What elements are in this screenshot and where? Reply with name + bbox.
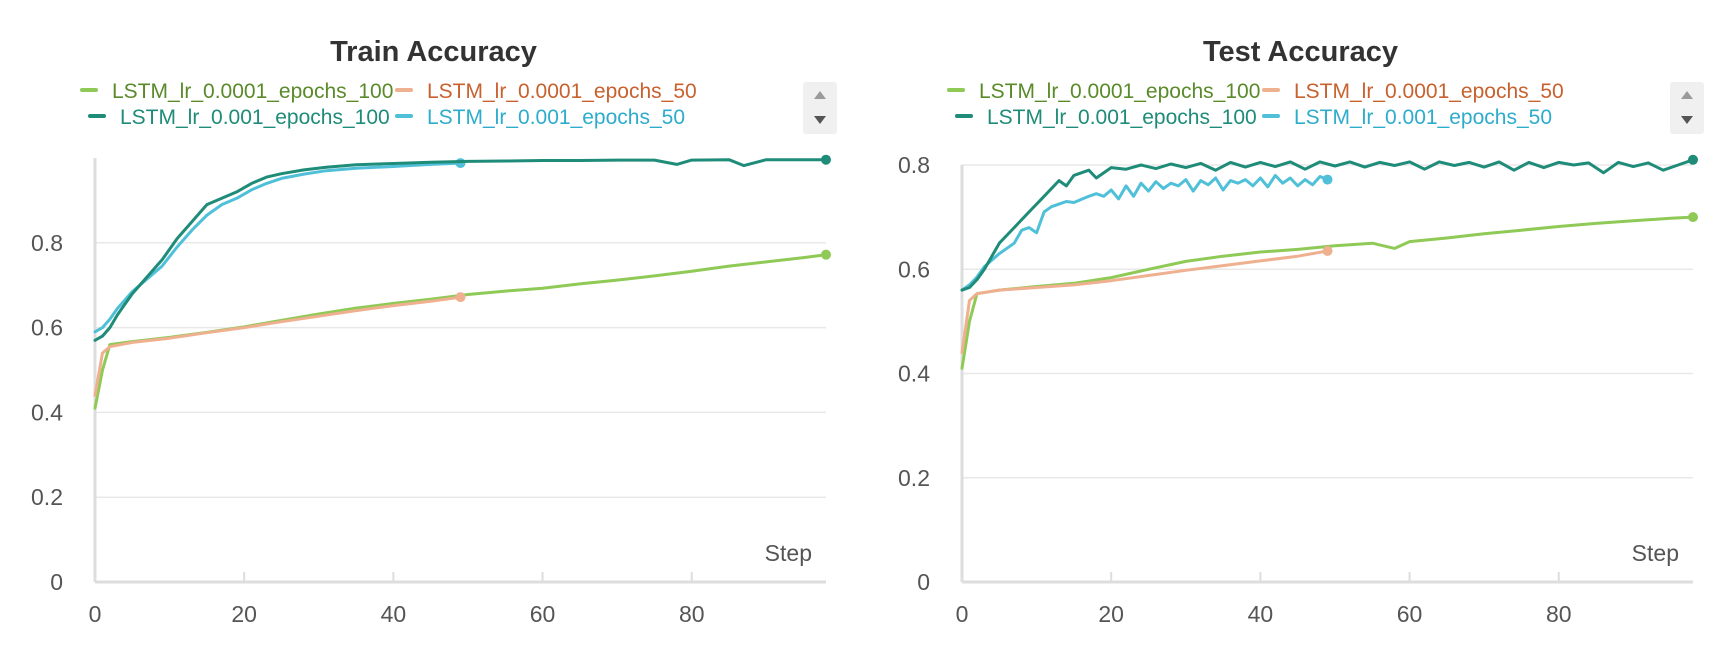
legend-item-lr001-e50[interactable]: LSTM_lr_0.001_epochs_50 [395,106,685,130]
series-line-1 [960,249,1329,355]
test-accuracy-panel: Test Accuracy LSTM_lr_0.0001_epochs_100 … [867,0,1734,666]
y-tick-label: 0 [917,569,930,595]
triangle-up-icon [814,91,826,99]
legend-swatch [88,114,106,119]
legend-item-lr001-e50[interactable]: LSTM_lr_0.001_epochs_50 [1262,106,1552,130]
series-line-2 [93,158,828,342]
legend-scrollbar [1670,82,1704,134]
legend-scroll-up-button[interactable] [803,82,837,108]
legend-label: LSTM_lr_0.001_epochs_100 [120,106,390,129]
y-tick-label: 0.8 [898,152,930,178]
legend-item-lr001-e100[interactable]: LSTM_lr_0.001_epochs_100 [955,106,1257,130]
triangle-down-icon [814,116,826,124]
train-accuracy-plot: 0 0.2 0.4 0.6 0.8 0 20 40 60 80 Step [31,154,831,627]
y-tick-label: 0 [50,569,63,595]
series-line-3 [960,173,1329,292]
y-tick-label: 0.6 [898,256,930,282]
series-line-0 [93,253,828,410]
x-tick-label: 0 [89,601,102,627]
series-end-point-2 [1688,154,1698,165]
series-end-point-3 [1322,174,1333,185]
train-accuracy-panel: Train Accuracy LSTM_lr_0.0001_epochs_100… [31,36,837,627]
y-tick-label: 0.8 [31,230,63,256]
x-axis-label: Step [765,540,812,566]
test-accuracy-plot: 0 0.2 0.4 0.6 0.8 0 20 40 60 80 Step [898,152,1698,627]
legend-item-lr0001-e100[interactable]: LSTM_lr_0.0001_epochs_100 [947,80,1260,104]
series-end-point-1 [455,292,466,303]
legend-scroll-down-button[interactable] [803,108,837,134]
x-tick-label: 60 [530,601,556,627]
legend-swatch [395,114,413,119]
triangle-down-icon [1681,116,1693,124]
legend-swatch [1262,88,1280,93]
x-tick-label: 60 [1397,601,1423,627]
legend-swatch [395,88,413,93]
x-tick-label: 0 [956,601,969,627]
series-line-3 [93,161,462,334]
series-end-point-0 [821,249,831,260]
y-tick-label: 0.2 [31,484,63,510]
legend-label: LSTM_lr_0.001_epochs_100 [987,106,1257,129]
legend-item-lr0001-e100[interactable]: LSTM_lr_0.0001_epochs_100 [80,80,393,104]
legend-label: LSTM_lr_0.001_epochs_50 [1294,106,1553,129]
x-tick-label: 20 [1098,601,1124,627]
chart-legend: LSTM_lr_0.0001_epochs_100 LSTM_lr_0.0001… [80,80,837,140]
series-end-point-0 [1688,212,1698,223]
legend-item-lr0001-e50[interactable]: LSTM_lr_0.0001_epochs_50 [395,80,697,104]
legend-scroll-up-button[interactable] [1670,82,1704,108]
series-line-1 [93,295,462,397]
y-tick-label: 0.6 [31,315,63,341]
y-tick-label: 0.4 [31,399,63,425]
legend-swatch [80,88,98,93]
x-tick-label: 80 [679,601,705,627]
legend-item-lr001-e100[interactable]: LSTM_lr_0.001_epochs_100 [88,106,390,130]
chart-title: Test Accuracy [1202,36,1399,68]
legend-scroll-down-button[interactable] [1670,108,1704,134]
legend-label: LSTM_lr_0.0001_epochs_100 [979,80,1261,103]
legend-label: LSTM_lr_0.0001_epochs_50 [1294,80,1564,103]
series-end-point-1 [1322,246,1333,257]
legend-swatch [947,88,965,93]
series-end-point-2 [821,154,831,165]
x-tick-label: 40 [1248,601,1274,627]
legend-label: LSTM_lr_0.001_epochs_50 [427,106,686,129]
chart-legend: LSTM_lr_0.0001_epochs_100 LSTM_lr_0.0001… [947,80,1704,140]
x-tick-label: 40 [381,601,407,627]
legend-swatch [1262,114,1280,119]
y-tick-label: 0.4 [898,361,930,387]
chart-title: Train Accuracy [330,36,537,68]
legend-label: LSTM_lr_0.0001_epochs_50 [427,80,697,103]
legend-label: LSTM_lr_0.0001_epochs_100 [112,80,394,103]
legend-scrollbar [803,82,837,134]
legend-swatch [955,114,973,119]
triangle-up-icon [1681,91,1693,99]
y-tick-label: 0.2 [898,465,930,491]
x-tick-label: 80 [1546,601,1572,627]
x-tick-label: 20 [231,601,257,627]
series-line-0 [960,215,1695,370]
series-line-2 [960,158,1695,292]
legend-item-lr0001-e50[interactable]: LSTM_lr_0.0001_epochs_50 [1262,80,1564,104]
x-axis-label: Step [1632,540,1679,566]
